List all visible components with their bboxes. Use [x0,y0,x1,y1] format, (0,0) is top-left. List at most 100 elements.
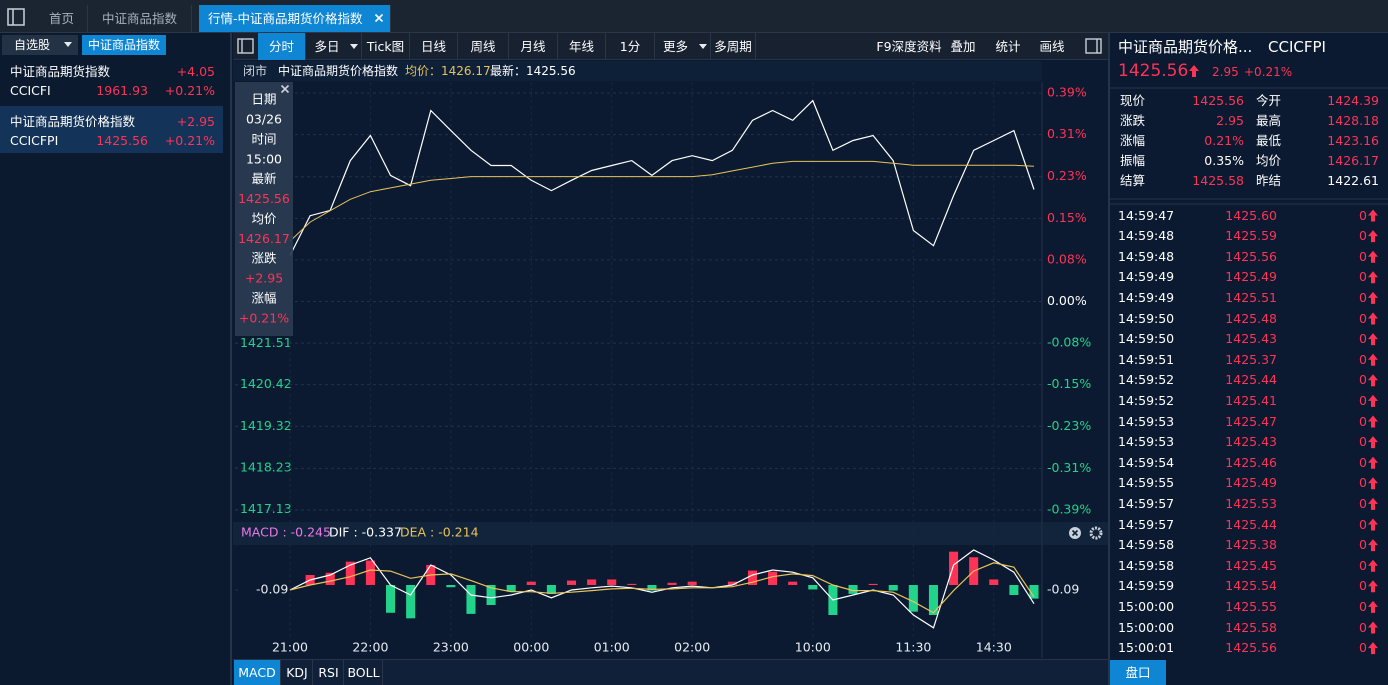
info-bar [233,61,1042,81]
y2-tick-label: 0.23% [1047,168,1087,183]
tab[interactable]: 首页 [36,5,88,32]
trade-volume: 0 [1359,269,1367,285]
indicator-tab[interactable]: KDJ [282,660,313,685]
trade-time: 14:59:59 [1118,578,1175,594]
toolbar-button[interactable]: 年线 [558,33,606,60]
tooltip-label: 日期 [251,92,276,107]
macd-bar [1009,585,1019,595]
macd-bar [928,585,938,615]
sidebar-tab[interactable]: 中证商品指数 [82,35,166,55]
sidebar-tab[interactable]: 自选股 [2,35,78,55]
trade-volume: 0 [1359,228,1367,244]
stat-label: 现价 [1120,93,1146,108]
macd-bar [627,583,637,585]
macd-bar [868,583,878,585]
y-tick-label: 1417.13 [240,501,292,516]
macd-bar [747,570,758,585]
toolbar-button[interactable]: 叠加 [950,39,976,54]
toolbar-button[interactable]: 1分 [606,33,655,60]
indicator-tab[interactable]: MACD [234,660,281,685]
toolbar-button[interactable]: 周线 [458,33,509,60]
macd-bar [949,551,959,585]
trade-time: 14:59:49 [1118,289,1175,305]
trade-volume: 0 [1359,392,1367,408]
macd-bar [446,585,456,588]
item-name[interactable]: 中证商品期货价格指数 [10,114,136,129]
stat-value: 0.35% [1204,153,1244,168]
trade-time: 14:59:53 [1118,413,1175,429]
trade-price: 1425.48 [1225,310,1277,326]
tab[interactable]: 行情-中证商品期货价格指数 [199,5,391,32]
toolbar-button[interactable]: 更多 [655,33,711,60]
stat-label: 今开 [1256,93,1282,108]
tooltip-label: 时间 [251,131,276,146]
macd-bar [848,585,858,594]
stat-label: 均价 [1256,153,1282,168]
quote-code: CCICFPI [1268,38,1326,56]
y2-tick-label: -0.09 [1047,582,1079,597]
info-text: 均价：1426.17 [405,64,491,78]
stat-value: 1424.39 [1327,93,1379,108]
toolbar-button[interactable]: Tick图 [362,33,410,60]
tooltip-label: 均价 [251,211,277,226]
trade-volume: 0 [1359,331,1367,347]
close-icon [280,84,290,94]
toolbar-button[interactable]: 画线 [1039,39,1065,54]
y-tick-label: 1420.42 [240,376,292,391]
stat-value: 1428.18 [1327,113,1379,128]
stat-label: 昨结 [1256,173,1282,188]
indicator-bar [233,659,1108,685]
stat-value: 1426.17 [1327,153,1379,168]
stat-label: 涨跌 [1120,113,1146,128]
macd-bar [828,585,838,615]
item-name[interactable]: 中证商品期货指数 [10,64,111,79]
trade-volume: 0 [1359,640,1367,656]
macd-bar [506,585,516,592]
toolbar-button[interactable]: 日线 [410,33,458,60]
item-price: 1961.93 [96,83,148,98]
trade-volume: 0 [1359,310,1367,326]
x-tick-label: 23:00 [433,640,469,655]
y2-tick-label: 0.00% [1047,293,1087,308]
trade-volume: 0 [1359,537,1367,553]
toolbar-button[interactable]: 多日 [307,33,362,60]
trade-volume: 0 [1359,495,1367,511]
trade-volume: 0 [1359,598,1367,614]
toolbar-button[interactable]: 分时 [258,33,306,60]
trade-price: 1425.49 [1225,475,1277,491]
panel-button[interactable]: 盘口 [1110,660,1166,685]
trade-price: 1425.44 [1225,516,1277,532]
indicator-tab[interactable]: RSI [314,660,344,685]
macd-bar [989,579,999,585]
info-text: 闭市 [243,64,268,78]
indicator-tab[interactable]: BOLL [345,660,383,685]
toolbar-button[interactable]: 多周期 [711,33,756,60]
tooltip [235,82,293,336]
macd-bar [566,580,577,585]
selected-row [0,106,223,153]
quote-price: 1425.56 [1118,61,1189,81]
tab[interactable]: 中证商品指数 [88,5,192,32]
toolbar-button[interactable]: 月线 [509,33,558,60]
trade-volume: 0 [1359,248,1367,264]
x-tick-label: 22:00 [352,640,388,655]
macd-bar [406,585,416,619]
trade-price: 1425.58 [1225,619,1277,635]
trade-volume: 0 [1359,516,1367,532]
trade-volume: 0 [1359,619,1367,635]
trade-price: 1425.46 [1225,454,1277,470]
trade-volume: 0 [1359,454,1367,470]
trade-time: 14:59:55 [1118,475,1175,491]
toolbar-button[interactable]: 统计 [995,39,1021,54]
macd-bar [727,581,737,585]
trade-time: 14:59:57 [1118,516,1175,532]
info-text: 最新：1425.56 [490,64,576,78]
stat-label: 涨幅 [1120,133,1146,148]
stat-value: 0.21% [1204,133,1244,148]
toolbar-button[interactable]: F9深度资料 [876,39,942,54]
trade-time: 14:59:51 [1118,351,1175,367]
item-change: +4.05 [176,64,215,79]
info-text: 中证商品期货价格指数 [278,64,399,78]
macd-bar [908,585,918,612]
